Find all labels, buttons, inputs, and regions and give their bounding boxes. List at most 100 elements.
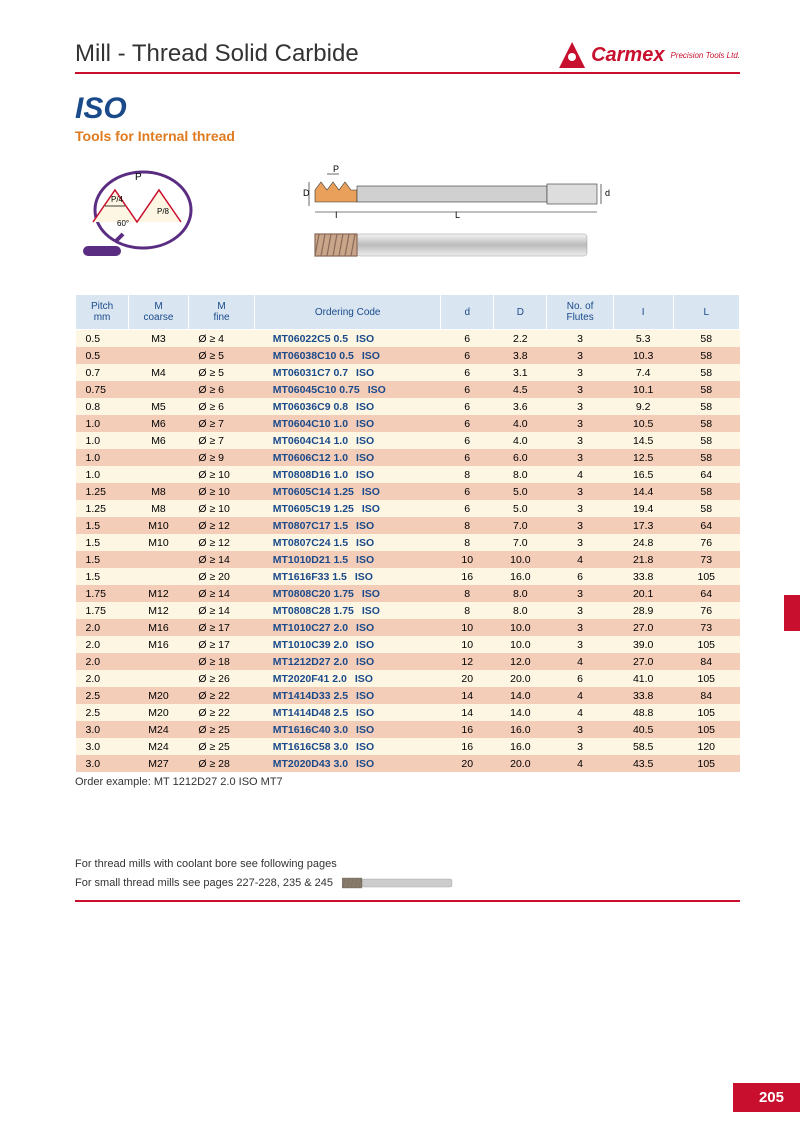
table-cell: 14.0 bbox=[494, 704, 547, 721]
table-cell: 76 bbox=[673, 534, 739, 551]
table-cell: Ø ≥ 6 bbox=[188, 381, 254, 398]
table-cell: 4 bbox=[547, 704, 613, 721]
table-cell: MT0807C17 1.5ISO bbox=[255, 517, 441, 534]
table-cell: 6 bbox=[441, 483, 494, 500]
table-cell: 5.0 bbox=[494, 500, 547, 517]
table-cell: 17.3 bbox=[613, 517, 673, 534]
table-cell: 1.75 bbox=[76, 585, 129, 602]
subtitle: Tools for Internal thread bbox=[75, 128, 740, 144]
table-cell: MT1616C58 3.0ISO bbox=[255, 738, 441, 755]
table-cell: M12 bbox=[129, 585, 189, 602]
table-row: 1.75M12Ø ≥ 14MT0808C20 1.75ISO88.0320.16… bbox=[76, 585, 740, 602]
table-cell: MT1414D33 2.5ISO bbox=[255, 687, 441, 704]
table-cell: 4 bbox=[547, 755, 613, 772]
table-row: 3.0M27Ø ≥ 28MT2020D43 3.0ISO2020.0443.51… bbox=[76, 755, 740, 772]
table-cell: 73 bbox=[673, 551, 739, 568]
order-example: Order example: MT 1212D27 2.0 ISO MT7 bbox=[75, 776, 740, 788]
table-cell: MT1010D21 1.5ISO bbox=[255, 551, 441, 568]
col-header: Pitchmm bbox=[76, 295, 129, 330]
table-cell: M24 bbox=[129, 738, 189, 755]
table-cell: 16.0 bbox=[494, 721, 547, 738]
table-cell: M10 bbox=[129, 534, 189, 551]
table-cell: Ø ≥ 25 bbox=[188, 738, 254, 755]
table-cell: 8 bbox=[441, 466, 494, 483]
table-cell: Ø ≥ 10 bbox=[188, 483, 254, 500]
table-cell: Ø ≥ 5 bbox=[188, 347, 254, 364]
col-header: No. ofFlutes bbox=[547, 295, 613, 330]
table-cell: 2.0 bbox=[76, 670, 129, 687]
table-cell: 12.5 bbox=[613, 449, 673, 466]
table-cell: 10 bbox=[441, 619, 494, 636]
table-cell: M12 bbox=[129, 602, 189, 619]
table-cell: 19.4 bbox=[613, 500, 673, 517]
table-cell: Ø ≥ 28 bbox=[188, 755, 254, 772]
side-tab bbox=[784, 595, 800, 631]
table-cell: 27.0 bbox=[613, 619, 673, 636]
table-cell: 1.5 bbox=[76, 534, 129, 551]
table-cell: 3.0 bbox=[76, 738, 129, 755]
table-row: 1.0M6Ø ≥ 7MT0604C10 1.0ISO64.0310.558 bbox=[76, 415, 740, 432]
col-header: Mcoarse bbox=[129, 295, 189, 330]
table-row: 2.5M20Ø ≥ 22MT1414D33 2.5ISO1414.0433.88… bbox=[76, 687, 740, 704]
table-row: 1.25M8Ø ≥ 10MT0605C19 1.25ISO65.0319.458 bbox=[76, 500, 740, 517]
svg-text:I: I bbox=[335, 210, 338, 220]
brand-name: Carmex bbox=[591, 44, 664, 67]
spec-table: PitchmmMcoarseMfineOrdering CodedDNo. of… bbox=[75, 294, 740, 772]
table-cell: 1.0 bbox=[76, 415, 129, 432]
table-row: 1.5M10Ø ≥ 12MT0807C24 1.5ISO87.0324.876 bbox=[76, 534, 740, 551]
footer-note-1: For thread mills with coolant bore see f… bbox=[75, 858, 740, 870]
table-cell: 3 bbox=[547, 449, 613, 466]
page-header: Mill - Thread Solid Carbide Carmex Preci… bbox=[75, 40, 740, 74]
table-cell: 6 bbox=[441, 330, 494, 348]
table-cell: M20 bbox=[129, 687, 189, 704]
table-cell: M6 bbox=[129, 415, 189, 432]
table-cell: 10.5 bbox=[613, 415, 673, 432]
table-cell: Ø ≥ 7 bbox=[188, 415, 254, 432]
iso-heading: ISO bbox=[75, 92, 740, 126]
table-cell: 58 bbox=[673, 415, 739, 432]
table-cell bbox=[129, 347, 189, 364]
table-cell: 3 bbox=[547, 602, 613, 619]
table-cell: MT1616C40 3.0ISO bbox=[255, 721, 441, 738]
table-cell: 8 bbox=[441, 585, 494, 602]
table-cell: 3 bbox=[547, 619, 613, 636]
table-cell: MT1010C39 2.0ISO bbox=[255, 636, 441, 653]
table-cell: 14.0 bbox=[494, 687, 547, 704]
table-cell: 2.2 bbox=[494, 330, 547, 348]
table-cell: Ø ≥ 20 bbox=[188, 568, 254, 585]
table-cell: M3 bbox=[129, 330, 189, 348]
table-cell: 6 bbox=[547, 670, 613, 687]
table-row: 1.0Ø ≥ 10MT0808D16 1.0ISO88.0416.564 bbox=[76, 466, 740, 483]
table-cell: 2.0 bbox=[76, 636, 129, 653]
table-cell: 7.4 bbox=[613, 364, 673, 381]
table-cell: Ø ≥ 26 bbox=[188, 670, 254, 687]
table-cell: 1.5 bbox=[76, 517, 129, 534]
table-row: 1.0Ø ≥ 9MT0606C12 1.0ISO66.0312.558 bbox=[76, 449, 740, 466]
table-cell: MT1616F33 1.5ISO bbox=[255, 568, 441, 585]
table-cell: 14.4 bbox=[613, 483, 673, 500]
table-cell: 10.3 bbox=[613, 347, 673, 364]
table-row: 1.5M10Ø ≥ 12MT0807C17 1.5ISO87.0317.364 bbox=[76, 517, 740, 534]
table-row: 3.0M24Ø ≥ 25MT1616C58 3.0ISO1616.0358.51… bbox=[76, 738, 740, 755]
table-cell: 105 bbox=[673, 721, 739, 738]
table-cell: 3 bbox=[547, 534, 613, 551]
table-cell: Ø ≥ 22 bbox=[188, 704, 254, 721]
table-cell: 1.25 bbox=[76, 483, 129, 500]
table-cell: 5.3 bbox=[613, 330, 673, 348]
table-cell: MT0606C12 1.0ISO bbox=[255, 449, 441, 466]
table-cell: 20.0 bbox=[494, 755, 547, 772]
table-cell: MT06031C7 0.7ISO bbox=[255, 364, 441, 381]
table-cell: 64 bbox=[673, 585, 739, 602]
table-cell: 105 bbox=[673, 755, 739, 772]
table-row: 2.5M20Ø ≥ 22MT1414D48 2.5ISO1414.0448.81… bbox=[76, 704, 740, 721]
table-cell: MT0808D16 1.0ISO bbox=[255, 466, 441, 483]
table-cell: 58 bbox=[673, 449, 739, 466]
table-cell: 40.5 bbox=[613, 721, 673, 738]
table-cell: M27 bbox=[129, 755, 189, 772]
col-header: L bbox=[673, 295, 739, 330]
table-cell: 6 bbox=[547, 568, 613, 585]
table-cell: 10 bbox=[441, 551, 494, 568]
table-row: 0.7M4Ø ≥ 5MT06031C7 0.7ISO63.137.458 bbox=[76, 364, 740, 381]
table-cell: M10 bbox=[129, 517, 189, 534]
table-cell: 105 bbox=[673, 636, 739, 653]
